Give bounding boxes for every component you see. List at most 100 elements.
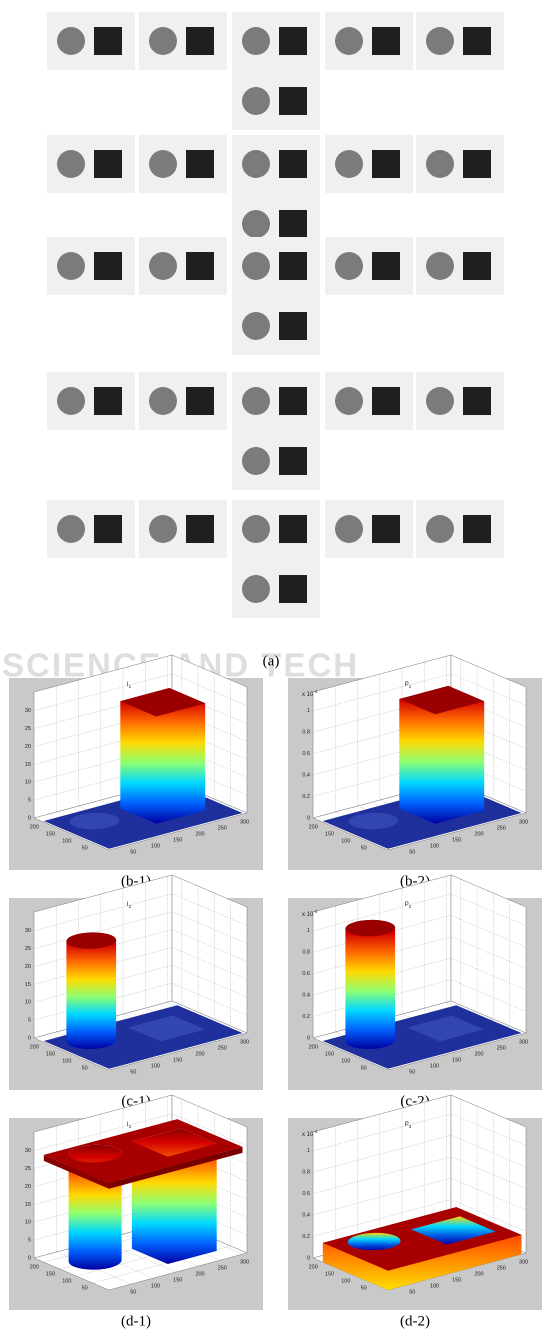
circle-shape [57,387,85,415]
z-tick-label: 0 [307,1255,310,1261]
x-tick-label: 100 [430,1284,439,1290]
z-tick-label: 5 [28,1018,31,1024]
circle-shape [335,252,363,280]
z-tick-label: 25 [25,726,31,732]
square-shape [279,387,307,415]
x-tick-label: 50 [409,1069,415,1075]
z-tick-label: 0.4 [302,773,310,779]
circle-shape [242,27,270,55]
plot-title: P2 [405,902,412,909]
circle-shape [242,387,270,415]
z-tick-label: 0.8 [302,950,310,956]
circle-shape [57,515,85,543]
z-tick-label: 0.8 [302,1170,310,1176]
z-tick-label: 10 [25,1000,31,1006]
circle-shape [242,447,270,475]
square-shape [186,252,214,280]
x-tick-label: 300 [519,820,528,826]
square-shape [186,150,214,178]
square-shape [94,387,122,415]
square-shape [372,150,400,178]
x-tick-label: 100 [430,844,439,850]
z-tick-label: 15 [25,982,31,988]
x-tick-label: 300 [240,820,249,826]
x-tick-label: 200 [474,1052,483,1058]
circle-shape [426,252,454,280]
page: SCIENCE AND TECH (a) 0510152025305010015… [0,0,542,1332]
z-tick-label: 0 [307,815,310,821]
z-tick-label: 0 [28,815,31,821]
circle-shape [149,252,177,280]
y-tick-label: 100 [341,839,350,845]
x-tick-label: 150 [173,1278,182,1284]
y-tick-label: 100 [62,1059,71,1065]
x-tick-label: 300 [519,1040,528,1046]
z-tick-label: 1 [307,928,310,934]
panel-label: (d-1) [121,1313,151,1329]
y-tick-label: 200 [30,825,39,831]
x-tick-label: 100 [151,1284,160,1290]
square-shape [279,27,307,55]
square-shape [94,150,122,178]
multiplier-text: x 10 [302,692,314,698]
z-tick-label: 1 [307,1148,310,1154]
x-tick-label: 200 [195,1052,204,1058]
z-tick-label: 0.2 [302,1014,310,1020]
surface [66,932,116,1049]
square-shape [279,575,307,603]
y-tick-label: 200 [309,1045,318,1051]
z-tick-label: 0.6 [302,1191,310,1197]
circle-shape [149,27,177,55]
circle-shape [149,150,177,178]
z-tick-label: 30 [25,928,31,934]
z-tick-label: 20 [25,1184,31,1190]
circle-shape [242,150,270,178]
circle-shape [426,27,454,55]
x-tick-label: 250 [218,1046,227,1052]
circle-shape [335,515,363,543]
circle-shape [426,387,454,415]
z-tick-label: 0.2 [302,794,310,800]
circle-shape [242,87,270,115]
z-tick-label: 25 [25,946,31,952]
square-shape [463,27,491,55]
thumbnail-grid [47,12,504,618]
y-tick-label: 50 [82,845,88,851]
z-tick-label: 30 [25,1148,31,1154]
x-tick-label: 200 [195,832,204,838]
surface [345,920,395,1049]
multiplier-exponent: -4 [313,1129,317,1134]
z-tick-label: 0 [28,1035,31,1041]
panel-label: (a) [263,653,280,669]
square-shape [279,447,307,475]
x-tick-label: 200 [474,832,483,838]
z-tick-label: 0 [28,1255,31,1261]
x-tick-label: 50 [130,1069,136,1075]
x-tick-label: 50 [409,1289,415,1295]
circle-shape [335,387,363,415]
y-tick-label: 150 [325,832,334,838]
z-tick-label: 10 [25,780,31,786]
x-tick-label: 100 [430,1064,439,1070]
square-shape [372,387,400,415]
square-shape [372,515,400,543]
square-shape [279,312,307,340]
plot-title: I1 [127,682,132,689]
z-tick-label: 20 [25,744,31,750]
z-tick-label: 10 [25,1220,31,1226]
z-tick-label: 0.8 [302,730,310,736]
x-tick-label: 50 [130,1289,136,1295]
panel-label: (d-2) [400,1313,430,1329]
square-shape [372,27,400,55]
x-tick-label: 150 [452,838,461,844]
x-tick-label: 150 [452,1278,461,1284]
z-tick-label: 5 [28,798,31,804]
square-shape [463,150,491,178]
square-shape [186,387,214,415]
multiplier-exponent: -4 [313,909,317,914]
z-tick-label: 20 [25,964,31,970]
square-shape [94,27,122,55]
y-tick-label: 150 [46,832,55,838]
y-tick-label: 50 [361,845,367,851]
plot-title: I3 [127,1122,132,1129]
